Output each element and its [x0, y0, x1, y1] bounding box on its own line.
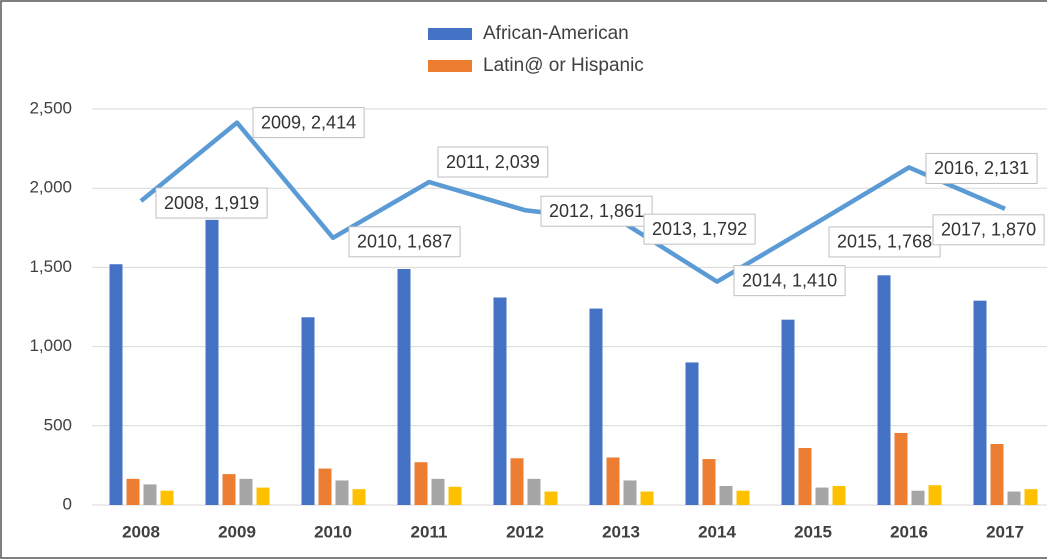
- bar: [510, 458, 524, 505]
- data-label-box: [932, 214, 1045, 246]
- x-tick-label: 2012: [506, 522, 544, 541]
- data-label: 2010, 1,687: [357, 232, 452, 252]
- bar: [239, 478, 253, 505]
- legend-swatch: [428, 60, 472, 72]
- y-tick-label: 0: [63, 494, 72, 513]
- data-label-box: [733, 265, 846, 297]
- x-tick-label: 2014: [698, 522, 736, 541]
- bar: [589, 308, 603, 505]
- bar: [205, 219, 219, 505]
- x-tick-label: 2009: [218, 522, 256, 541]
- bar: [493, 297, 507, 505]
- bar: [736, 490, 750, 505]
- data-label: 2014, 1,410: [742, 270, 837, 290]
- bar: [894, 432, 908, 505]
- data-label: 2011, 2,039: [446, 152, 540, 172]
- bar: [109, 264, 123, 505]
- legend-label: Latin@ or Hispanic: [483, 55, 644, 76]
- data-label-box: [155, 187, 268, 219]
- data-label: 2016, 2,131: [934, 158, 1029, 178]
- data-label: 2013, 1,792: [652, 219, 747, 239]
- bar: [990, 444, 1004, 505]
- data-label: 2017, 1,870: [941, 220, 1036, 240]
- bar: [126, 478, 140, 505]
- y-tick-label: 500: [44, 415, 72, 434]
- bar: [222, 474, 236, 505]
- bar: [815, 487, 829, 505]
- bar: [911, 490, 925, 505]
- bar: [606, 457, 620, 505]
- bar: [719, 485, 733, 505]
- y-tick-label: 1,000: [29, 336, 72, 355]
- data-label: 2008, 1,919: [164, 193, 259, 213]
- bar: [301, 317, 315, 505]
- bar: [544, 491, 558, 505]
- bar: [160, 490, 174, 505]
- legend-swatch: [428, 28, 472, 40]
- bar: [1024, 489, 1038, 505]
- bar: [640, 491, 654, 505]
- bar: [781, 319, 795, 505]
- bar: [431, 478, 445, 505]
- bar: [352, 489, 366, 505]
- bar: [527, 478, 541, 505]
- bar: [928, 485, 942, 505]
- bar: [973, 300, 987, 505]
- data-label: 2015, 1,768: [837, 232, 932, 252]
- y-tick-label: 2,500: [29, 98, 72, 117]
- data-label-box: [252, 107, 365, 139]
- bar: [877, 275, 891, 505]
- bar: [318, 468, 332, 505]
- bar: [448, 486, 462, 505]
- bar: [397, 268, 411, 505]
- data-label-box: [540, 195, 653, 227]
- x-tick-label: 2016: [890, 522, 928, 541]
- data-label-box: [925, 152, 1038, 184]
- bar: [1007, 491, 1021, 505]
- bar: [256, 487, 270, 505]
- data-label-box: [348, 226, 461, 258]
- data-label-box: [643, 213, 756, 245]
- x-tick-label: 2013: [602, 522, 640, 541]
- bar: [832, 485, 846, 505]
- data-label: 2009, 2,414: [261, 112, 356, 132]
- data-label: 2012, 1,861: [549, 201, 644, 221]
- bar: [143, 484, 157, 505]
- legend-label: African-American: [483, 23, 629, 44]
- bar: [702, 459, 716, 505]
- bar: [798, 447, 812, 505]
- bar: [623, 480, 637, 505]
- y-tick-label: 1,500: [29, 257, 72, 276]
- bar: [685, 362, 699, 505]
- data-label-box: [437, 146, 549, 178]
- x-tick-label: 2008: [122, 522, 160, 541]
- bar: [335, 480, 349, 505]
- x-tick-label: 2015: [794, 522, 832, 541]
- y-tick-label: 2,000: [29, 178, 72, 197]
- x-tick-label: 2017: [986, 522, 1024, 541]
- x-tick-label: 2011: [411, 522, 448, 541]
- x-tick-label: 2010: [314, 522, 352, 541]
- bar: [414, 462, 428, 505]
